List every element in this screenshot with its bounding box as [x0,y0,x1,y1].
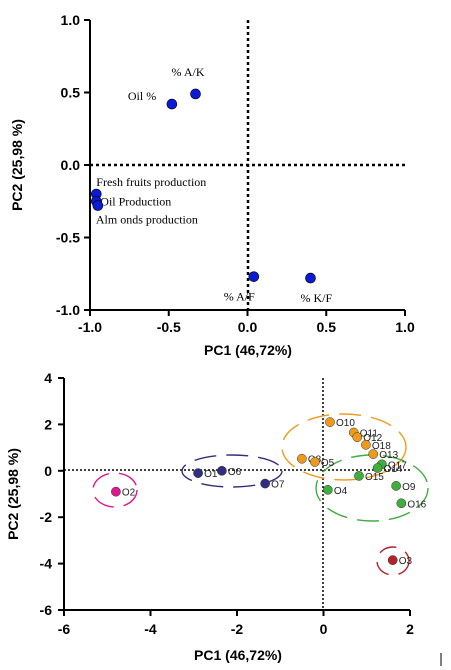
score-y-tick-label: -2 [40,509,53,525]
score-point-label: O15 [365,472,384,483]
score-point-o14 [372,463,383,473]
score-point-label: O13 [379,450,398,461]
score-point-label: O3 [399,556,413,567]
loading-point-label: % A/F [224,290,255,304]
ellipse-pink [92,472,138,508]
score-x-tick-label: 0 [320,621,328,637]
loading-point-label: Alm onds production [96,213,198,227]
loading-point-alm-onds-production [92,200,104,211]
score-point-label: O1 [204,469,218,480]
ellipse-navy [181,454,283,488]
score-x-tick-label: -4 [144,621,157,637]
loading-y-tick-label: 1.0 [61,12,81,28]
score-point-label: O12 [363,433,382,444]
score-point-label: O4 [334,486,348,497]
score-point-label: O7 [271,480,285,491]
loading-point-label: Oil % [128,89,156,103]
score-point-o4 [322,484,333,495]
loading-point-k-f [305,272,316,284]
loading-point-label: Oil Production [100,194,171,208]
loading-y-tick-label: -0.5 [56,230,80,246]
score-point-o3 [387,555,398,565]
loading-x-tick-label: 0.0 [238,319,258,335]
score-x-tick-label: -6 [58,621,71,637]
loading-point-label: % A/K [172,65,205,79]
score-point-label: O18 [372,441,391,452]
score-point-o2 [111,486,121,497]
score-x-tick-label: 2 [406,621,414,637]
score-y-tick-label: 0 [44,463,52,479]
loading-x-tick-label: -0.5 [157,319,181,335]
loading-x-tick-label: 1.0 [395,319,415,335]
score-point-label: O10 [336,418,355,429]
loading-y-tick-label: 0.0 [61,157,81,173]
score-point-label: O5 [321,458,335,469]
score-point-o7 [260,478,270,489]
score-point-o13 [368,449,379,459]
score-y-tick-label: 4 [44,370,52,386]
score-point-o5 [310,457,320,467]
score-ticks: -6 -4 -2 0 2 4 2 0 -2 -4 -6 [40,370,415,637]
score-point-label: O6 [228,467,242,478]
score-point-o1 [193,468,203,478]
score-point-label: O2 [122,488,136,499]
score-point-o8 [297,453,307,464]
score-y-tick-label: -6 [40,602,53,618]
score-point-o10 [325,417,335,427]
score-point-o16 [396,498,407,509]
score-point-o15 [354,471,364,481]
ellipse-orange [281,413,407,481]
loading-point-a-k [190,88,201,100]
loading-point-label: Fresh fruits production [96,175,206,189]
score-point-label: O9 [402,482,416,493]
score-point-o18 [361,439,371,450]
score-y-tick-label: -4 [40,556,53,572]
score-point-label: O16 [407,499,426,510]
loading-point-a-f [248,271,260,282]
score-point-label: O14 [384,464,403,475]
score-point-o9 [391,481,402,491]
ellipse-red [376,546,410,576]
loading-y-tick-label: -1.0 [56,302,80,318]
score-point-label: O11 [360,429,379,440]
loading-x-axis-title: PC1 (46,72%) [204,342,292,358]
loading-point-oil [166,98,178,110]
score-y-tick-label: 2 [44,416,52,432]
loading-y-axis-title: PC2 (25,98 %) [9,119,25,211]
loading-plot: -1.0 -0.5 0.0 0.5 1.0 1.0 0.5 0.0 -0.5 -1.0 % A/K… [9,12,415,358]
score-points: O2O1O6O7O10O11O12O18O13O8O5O17O14O15O4O9… [111,417,427,567]
loading-point-label: % K/F [301,291,333,305]
score-x-axis-title: PC1 (46,72%) [194,647,282,663]
score-y-axis-title: PC2 (25,98 %) [5,448,21,540]
loading-points: % A/K Oil % Fresh fruits production Oil Pro… [91,65,332,305]
score-point-label: O17 [388,460,407,471]
score-point-o6 [217,465,227,476]
loading-y-tick-label: 0.5 [61,85,81,101]
loading-x-tick-label: 0.5 [317,319,337,335]
loading-x-tick-label: -1.0 [78,319,102,335]
score-x-tick-label: -2 [231,621,244,637]
score-point-o12 [352,432,363,443]
loading-ticks: -1.0 -0.5 0.0 0.5 1.0 1.0 0.5 0.0 -0.5 -1.0 [56,12,415,335]
